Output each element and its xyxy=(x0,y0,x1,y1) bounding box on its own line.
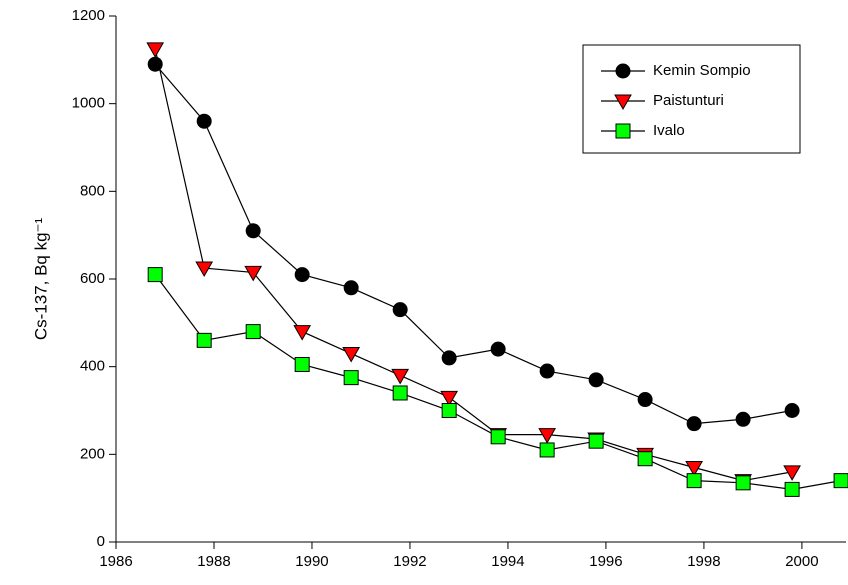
series-line xyxy=(154,63,793,425)
marker xyxy=(147,56,163,72)
marker xyxy=(245,223,261,239)
legend-label: Ivalo xyxy=(653,122,685,139)
series-line xyxy=(154,274,842,491)
marker xyxy=(195,261,214,278)
x-tick-label: 1994 xyxy=(491,553,524,570)
marker xyxy=(783,465,801,481)
marker xyxy=(196,113,212,129)
marker xyxy=(685,460,703,477)
marker xyxy=(392,385,408,401)
marker xyxy=(245,324,261,340)
y-tick-label: 0 xyxy=(97,533,105,550)
marker xyxy=(784,481,800,497)
y-tick-label: 400 xyxy=(80,358,105,375)
marker xyxy=(196,332,212,348)
marker xyxy=(343,370,359,386)
legend-label: Paistunturi xyxy=(653,92,724,109)
marker xyxy=(343,280,359,296)
marker xyxy=(784,403,800,418)
marker xyxy=(490,429,506,445)
marker xyxy=(147,267,163,283)
x-tick-label: 2000 xyxy=(785,553,818,570)
x-tick-label: 1998 xyxy=(687,553,720,570)
marker xyxy=(833,473,848,489)
marker xyxy=(686,473,702,489)
marker xyxy=(588,433,604,449)
marker xyxy=(441,350,457,366)
y-tick-label: 600 xyxy=(80,270,105,287)
marker xyxy=(539,442,555,458)
marker xyxy=(146,42,165,58)
marker xyxy=(294,267,310,283)
y-tick-label: 800 xyxy=(80,182,105,199)
marker xyxy=(614,94,632,111)
x-tick-label: 1990 xyxy=(295,553,328,570)
marker xyxy=(440,390,459,407)
marker xyxy=(538,428,557,444)
y-axis-label: Cs-137, Bq kg⁻¹ xyxy=(31,217,50,340)
marker xyxy=(539,363,555,379)
marker xyxy=(244,265,263,282)
x-tick-label: 1986 xyxy=(99,553,132,570)
x-tick-label: 1992 xyxy=(393,553,426,570)
y-tick-label: 1200 xyxy=(72,7,105,24)
marker xyxy=(637,392,653,408)
y-tick-label: 1000 xyxy=(72,95,105,112)
marker xyxy=(686,416,702,432)
marker xyxy=(735,411,751,427)
marker xyxy=(441,403,457,418)
x-tick-label: 1988 xyxy=(197,553,230,570)
marker xyxy=(735,475,751,491)
marker xyxy=(588,372,604,388)
marker xyxy=(615,123,631,139)
marker xyxy=(637,451,653,467)
marker xyxy=(392,302,408,318)
marker xyxy=(615,63,631,79)
legend-label: Kemin Sompio xyxy=(653,62,751,79)
marker xyxy=(342,347,361,363)
x-tick-label: 1996 xyxy=(589,553,622,570)
series-line xyxy=(154,48,793,482)
y-tick-label: 200 xyxy=(80,445,105,462)
marker xyxy=(294,356,310,372)
marker xyxy=(293,325,312,341)
marker xyxy=(490,341,506,357)
marker xyxy=(391,368,410,385)
